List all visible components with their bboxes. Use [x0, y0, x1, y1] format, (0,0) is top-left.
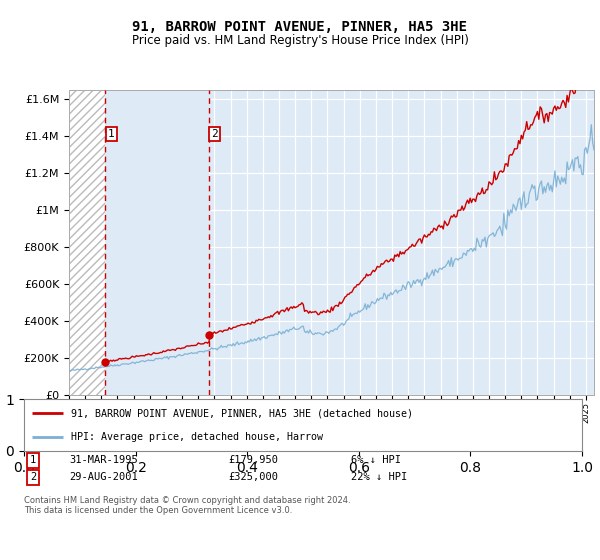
Text: Price paid vs. HM Land Registry's House Price Index (HPI): Price paid vs. HM Land Registry's House … — [131, 34, 469, 46]
Text: 2: 2 — [30, 472, 36, 482]
Bar — [69, 90, 106, 395]
Text: 31-MAR-1995: 31-MAR-1995 — [69, 455, 138, 465]
Text: Contains HM Land Registry data © Crown copyright and database right 2024.
This d: Contains HM Land Registry data © Crown c… — [24, 496, 350, 515]
Text: HPI: Average price, detached house, Harrow: HPI: Average price, detached house, Harr… — [71, 432, 323, 442]
Text: £179,950: £179,950 — [228, 455, 278, 465]
Text: 6% ↓ HPI: 6% ↓ HPI — [351, 455, 401, 465]
Text: 91, BARROW POINT AVENUE, PINNER, HA5 3HE: 91, BARROW POINT AVENUE, PINNER, HA5 3HE — [133, 20, 467, 34]
Text: £325,000: £325,000 — [228, 472, 278, 482]
Text: 91, BARROW POINT AVENUE, PINNER, HA5 3HE (detached house): 91, BARROW POINT AVENUE, PINNER, HA5 3HE… — [71, 408, 413, 418]
Text: 2: 2 — [211, 129, 218, 139]
Bar — [106, 90, 209, 395]
Text: 1: 1 — [108, 129, 115, 139]
Text: 22% ↓ HPI: 22% ↓ HPI — [351, 472, 407, 482]
Text: 1: 1 — [30, 455, 36, 465]
Text: 29-AUG-2001: 29-AUG-2001 — [69, 472, 138, 482]
